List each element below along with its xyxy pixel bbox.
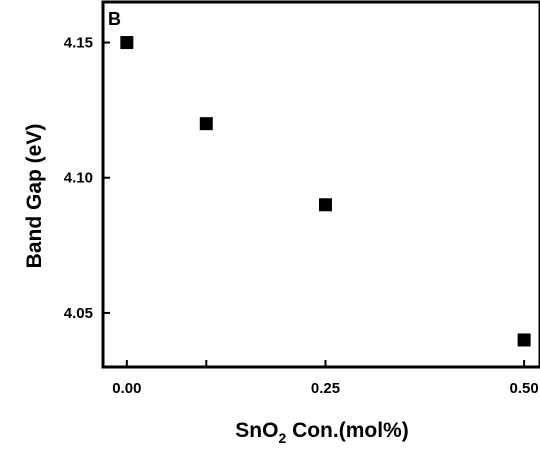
panel-label: B [108,9,121,29]
y-tick-label-1: 4.10 [64,170,93,187]
data-point-1 [199,117,213,131]
x-tick-label-0: 0.00 [112,380,141,397]
data-point-2 [318,198,332,212]
x-axis-title-main: SnO [235,419,278,442]
y-tick-label-0: 4.05 [64,305,93,322]
x-tick-label-2: 0.25 [311,380,340,397]
x-axis-title-suffix: Con.(mol%) [286,419,408,442]
data-point-0 [120,36,134,50]
y-tick-label-2: 4.15 [64,35,93,52]
x-tick-label-3: 0.50 [510,380,539,397]
x-axis-title-subscript: 2 [278,430,286,446]
data-points [120,36,531,347]
x-axis-title: SnO2 Con.(mol%) [235,419,408,446]
plot-frame [101,0,540,369]
y-axis-title: Band Gap (eV) [23,124,46,269]
ticks-layer: 0.00 0.25 0.50 4.05 4.10 4.15 [64,35,539,397]
data-point-3 [517,333,531,347]
